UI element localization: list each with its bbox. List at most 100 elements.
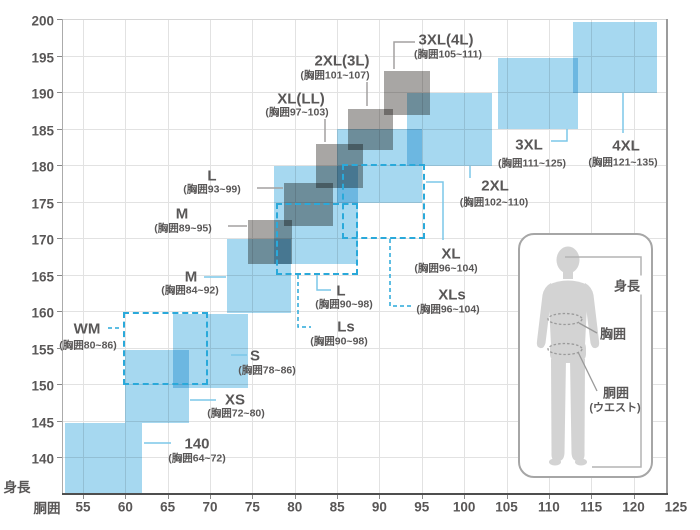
plot-border-left — [62, 19, 63, 493]
y-axis-bottom-label: 身長 — [3, 480, 31, 495]
x-tick-label-90: 90 — [371, 499, 387, 515]
size-range-g-3xl: (胸囲105~111) — [413, 48, 483, 61]
x-tickmark-70 — [210, 495, 212, 499]
size-label-xl-dash: XL — [441, 245, 461, 263]
size-range-xs: (胸囲72~80) — [207, 407, 265, 420]
x-tickmark-90 — [379, 495, 381, 499]
size-label-3xl: 3XL — [515, 136, 543, 154]
gridline-y145 — [62, 420, 666, 422]
y-tick-label-160: 160 — [31, 305, 54, 321]
size-label-xls: XLs — [438, 286, 466, 304]
plot-border-right — [666, 19, 668, 493]
size-range-g-xl: (胸囲97~103) — [265, 106, 329, 119]
figure-waist-sub-label: (ウエスト) — [589, 402, 641, 414]
size-range-l-dash: (胸囲90~98) — [315, 298, 373, 311]
gridline-x95 — [421, 19, 423, 493]
x-tickmark-115 — [591, 495, 593, 499]
y-tick-label-180: 180 — [31, 159, 54, 175]
y-tickmark-170 — [57, 238, 62, 239]
x-tick-label-115: 115 — [580, 499, 603, 515]
y-tick-label-155: 155 — [31, 342, 54, 357]
size-region-g-3xl — [383, 70, 431, 115]
gridline-x65 — [167, 19, 169, 493]
size-label-4xl: 4XL — [612, 137, 640, 155]
gridline-y165 — [62, 274, 666, 276]
y-tick-label-190: 190 — [31, 86, 54, 102]
size-label-140: 140 — [184, 435, 210, 453]
y-tickmark-200 — [57, 19, 62, 20]
size-region-l-dash — [276, 202, 359, 276]
y-tickmark-175 — [57, 201, 62, 203]
gridline-x70 — [210, 19, 212, 493]
x-tickmark-110 — [548, 495, 550, 499]
y-tickmark-150 — [57, 384, 62, 385]
size-label-g-2xl: 2XL(3L) — [314, 52, 370, 70]
size-region-wm — [122, 312, 209, 386]
gridline-y155 — [62, 347, 666, 349]
x-tick-label-100: 100 — [452, 499, 476, 515]
size-region-xl-dash — [342, 163, 426, 239]
size-label-g-m: M — [175, 205, 189, 223]
y-tickmark-155 — [57, 347, 62, 349]
y-tickmark-165 — [57, 274, 62, 276]
x-tickmark-85 — [337, 495, 339, 499]
y-tick-label-200: 200 — [31, 13, 54, 29]
y-tickmark-195 — [57, 55, 62, 57]
y-tick-label-165: 165 — [31, 269, 54, 284]
size-label-l-dash: L — [336, 282, 346, 300]
gridline-y160 — [62, 311, 666, 312]
figure-height-label: 身長 — [611, 275, 643, 295]
x-tickmark-60 — [125, 495, 127, 499]
x-tick-label-70: 70 — [202, 499, 218, 515]
size-range-xls: (胸囲96~104) — [416, 303, 480, 316]
leader-3xl — [551, 129, 568, 142]
y-tick-label-175: 175 — [31, 196, 54, 211]
x-tick-label-65: 65 — [160, 499, 176, 515]
size-range-s: (胸囲78~86) — [238, 364, 296, 377]
x-tick-label-80: 80 — [287, 499, 303, 515]
gridline-y150 — [62, 384, 666, 385]
size-region-g-xl — [315, 143, 364, 189]
y-tickmark-180 — [57, 165, 62, 166]
leader-l-dash — [316, 275, 331, 291]
size-range-2xl: (胸囲102~110) — [459, 196, 529, 209]
leader-g-3xl — [393, 41, 415, 69]
size-range-wm: (胸囲80~86) — [59, 339, 117, 352]
x-tickmark-120 — [633, 495, 635, 499]
x-tick-label-85: 85 — [329, 499, 345, 515]
size-region-s — [172, 313, 249, 388]
x-tick-label-55: 55 — [75, 499, 91, 515]
x-tick-label-125: 125 — [664, 499, 688, 515]
y-tickmark-160 — [57, 311, 62, 312]
y-tickmark-140 — [57, 457, 62, 458]
leader-xl-dash — [426, 181, 444, 240]
size-region-g-2xl — [348, 108, 393, 151]
size-range-ls: (胸囲90~98) — [310, 335, 368, 348]
size-range-g-m: (胸囲89~95) — [154, 222, 212, 235]
size-label-2xl: 2XL — [481, 177, 509, 195]
y-tickmark-185 — [57, 128, 62, 130]
gridline-x100 — [464, 19, 466, 493]
gridline-x60 — [125, 19, 127, 493]
size-range-g-l: (胸囲93~99) — [183, 183, 241, 196]
figure-waist-label: 胴囲 — [602, 385, 630, 401]
body-measure-legend: 身長 胸囲 胴囲 (ウエスト) — [518, 233, 653, 478]
size-range-m: (胸囲84~92) — [161, 284, 219, 297]
size-region-4xl — [572, 21, 658, 94]
x-tick-label-110: 110 — [537, 499, 560, 515]
size-label-ls: Ls — [337, 318, 355, 336]
body-silhouette — [536, 246, 642, 468]
gridline-x55 — [83, 19, 84, 493]
y-tickmark-190 — [57, 92, 62, 93]
x-tick-label-105: 105 — [495, 499, 518, 515]
size-label-wm: WM — [73, 320, 101, 338]
size-label-s: S — [249, 347, 261, 365]
gridline-y190 — [62, 92, 666, 93]
gridline-x90 — [379, 19, 381, 493]
y-tick-label-150: 150 — [31, 378, 54, 394]
size-label-xs: XS — [224, 391, 246, 409]
y-tick-label-170: 170 — [31, 232, 54, 248]
